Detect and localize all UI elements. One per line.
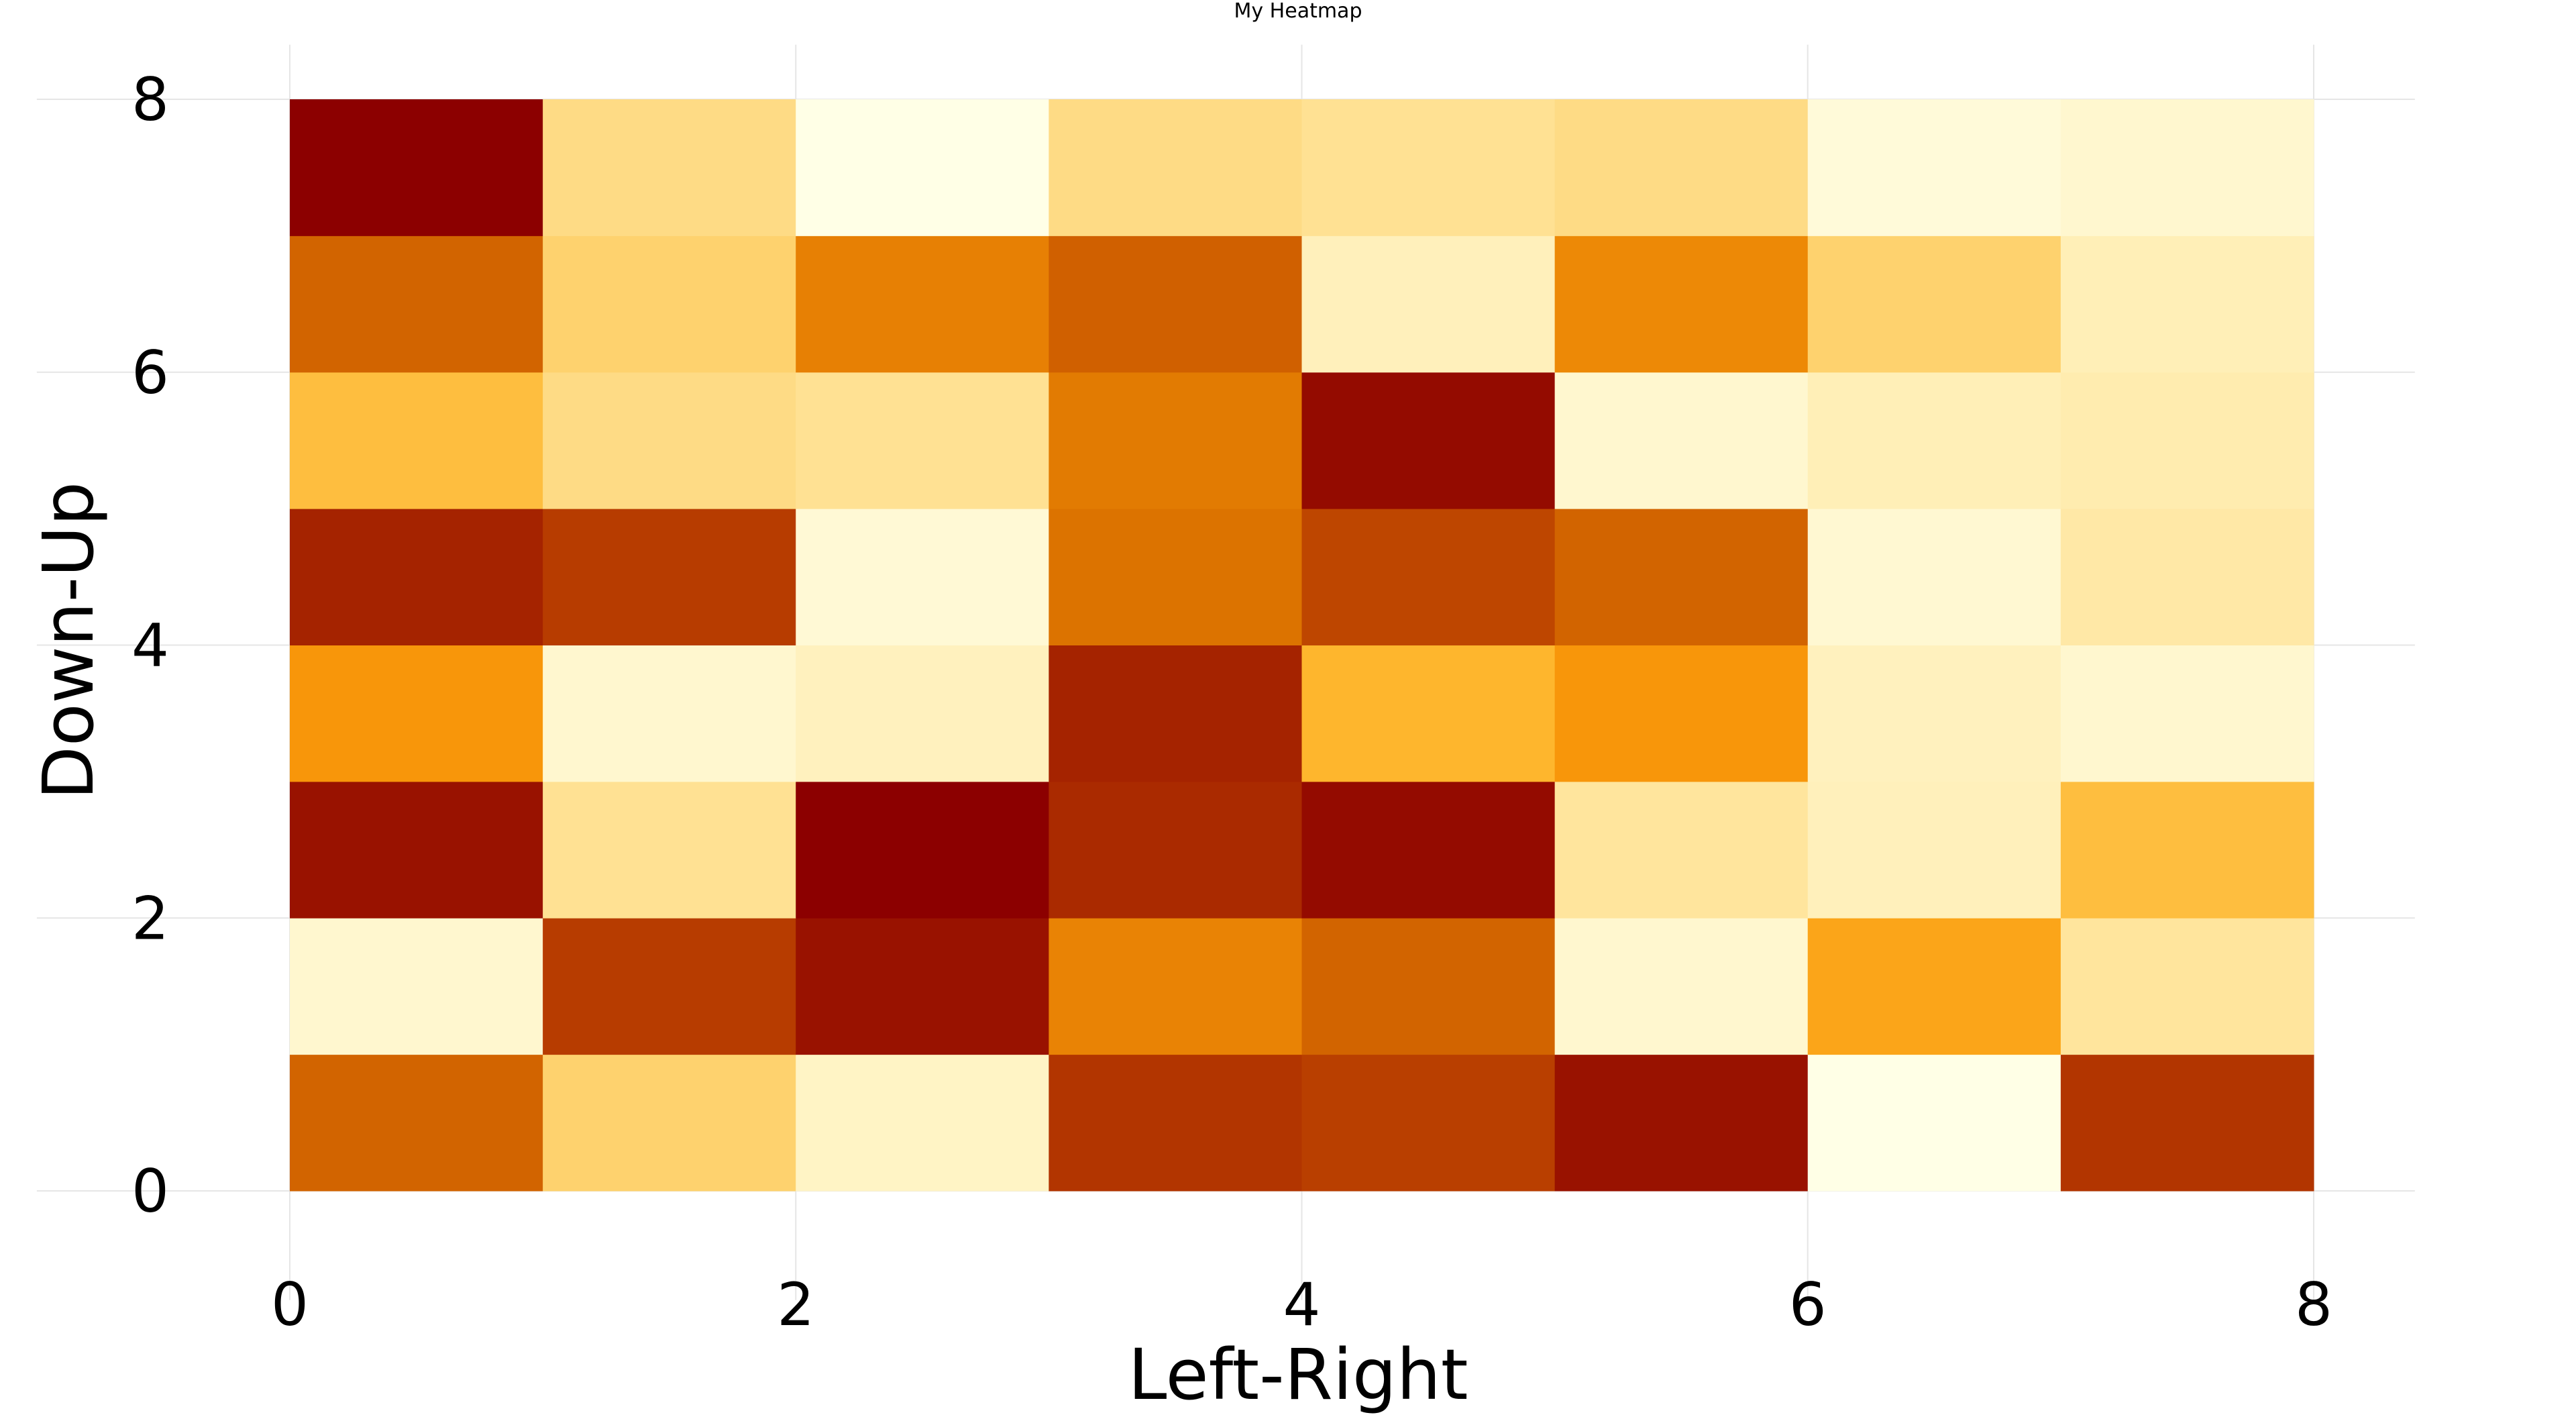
heatmap-cell — [1807, 781, 2061, 918]
heatmap-cell — [796, 1054, 1049, 1192]
heatmap-cell — [1301, 645, 1556, 782]
heatmap-cell — [543, 918, 796, 1055]
y-tick-label: 6 — [131, 338, 169, 407]
heatmap-cell — [1554, 1054, 1809, 1192]
heatmap-cell — [2060, 509, 2314, 645]
chart-title: My Heatmap — [1234, 0, 1362, 23]
heatmap-cell — [1049, 1054, 1302, 1192]
heatmap-cell — [1554, 781, 1809, 918]
heatmap-cell — [1554, 99, 1809, 236]
heatmap-cell — [543, 235, 796, 373]
heatmap-cell — [290, 781, 543, 918]
heatmap-cell — [796, 99, 1049, 236]
x-tick-label: 4 — [1283, 1270, 1321, 1339]
heatmap-cell — [1554, 372, 1809, 509]
heatmap-cell — [1049, 781, 1302, 918]
heatmap-cell — [290, 372, 543, 509]
heatmap-cell — [1049, 99, 1302, 236]
heatmap-cell — [796, 235, 1049, 373]
heatmap-cell — [1807, 918, 2061, 1055]
heatmap-cell — [796, 918, 1049, 1055]
heatmap-cell — [1301, 235, 1556, 373]
x-tick-label: 2 — [777, 1270, 814, 1339]
heatmap-cell — [543, 1054, 796, 1192]
x-axis-ticks: 0 2 4 6 8 — [271, 1270, 2332, 1339]
x-tick-label: 0 — [271, 1270, 309, 1339]
y-tick-label: 2 — [131, 884, 169, 953]
heatmap-cell — [1807, 372, 2061, 509]
y-axis-label: Down-Up — [28, 482, 109, 800]
heatmap-cell — [290, 99, 543, 236]
heatmap-cell — [1301, 372, 1556, 509]
heatmap-cell — [290, 509, 543, 645]
heatmap-cell — [290, 235, 543, 373]
heatmap-cell — [796, 372, 1049, 509]
heatmap-cell — [1301, 781, 1556, 918]
heatmap-cell — [1301, 99, 1556, 236]
x-axis-label: Left-Right — [1128, 1334, 1468, 1416]
heatmap-cell — [2060, 918, 2314, 1055]
y-axis-ticks: 0 2 4 6 8 — [131, 65, 169, 1226]
heatmap-cell — [1554, 918, 1809, 1055]
heatmap-cell — [2060, 781, 2314, 918]
heatmap-cell — [543, 99, 796, 236]
heatmap-cell — [2060, 235, 2314, 373]
heatmap-cell — [1554, 645, 1809, 782]
heatmap-cell — [1807, 1054, 2061, 1192]
heatmap-cell — [543, 781, 796, 918]
heatmap-cell — [1049, 645, 1302, 782]
heatmap-cell — [1301, 509, 1556, 645]
heatmap-cell — [1301, 1054, 1556, 1192]
heatmap-cell — [290, 645, 543, 782]
heatmap-cells — [290, 99, 2314, 1192]
heatmap-cell — [543, 509, 796, 645]
heatmap-cell — [796, 645, 1049, 782]
heatmap-cell — [1554, 509, 1809, 645]
heatmap-cell — [543, 645, 796, 782]
heatmap-cell — [796, 781, 1049, 918]
heatmap-cell — [1049, 509, 1302, 645]
heatmap-cell — [1049, 918, 1302, 1055]
heatmap-cell — [290, 1054, 543, 1192]
heatmap-cell — [1807, 509, 2061, 645]
heatmap-cell — [543, 372, 796, 509]
heatmap-cell — [1049, 372, 1302, 509]
y-tick-label: 4 — [131, 611, 169, 680]
heatmap-cell — [1049, 235, 1302, 373]
y-tick-label: 8 — [131, 65, 169, 134]
heatmap-cell — [2060, 372, 2314, 509]
heatmap-cell — [2060, 1054, 2314, 1192]
heatmap-cell — [2060, 645, 2314, 782]
x-tick-label: 8 — [2295, 1270, 2332, 1339]
heatmap-cell — [1301, 918, 1556, 1055]
y-tick-label: 0 — [131, 1157, 169, 1226]
heatmap-cell — [796, 509, 1049, 645]
x-tick-label: 6 — [1789, 1270, 1827, 1339]
heatmap-cell — [1554, 235, 1809, 373]
heatmap-cell — [2060, 99, 2314, 236]
heatmap-cell — [1807, 99, 2061, 236]
heatmap-cell — [1807, 235, 2061, 373]
heatmap-cell — [290, 918, 543, 1055]
heatmap-cell — [1807, 645, 2061, 782]
